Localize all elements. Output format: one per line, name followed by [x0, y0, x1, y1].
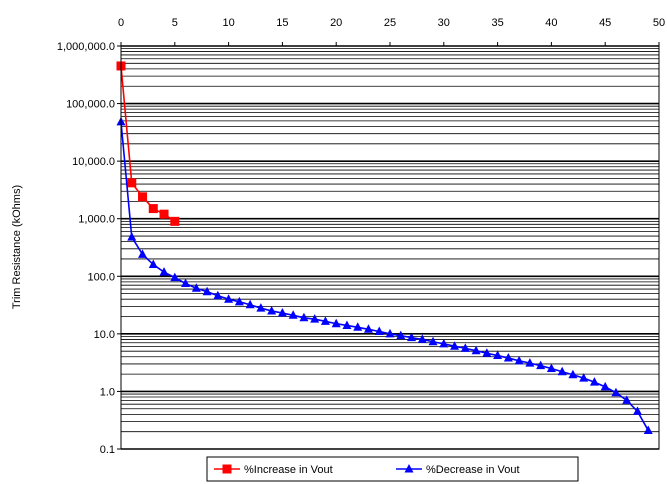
data-point	[643, 425, 653, 434]
y-tick-label: 1,000.0	[78, 214, 115, 226]
data-point	[611, 387, 621, 397]
data-point	[159, 209, 169, 219]
legend-marker	[222, 464, 232, 474]
data-point	[471, 345, 481, 355]
x-tick-label: 40	[545, 17, 557, 29]
data-point	[525, 358, 535, 367]
axes: 0 5 10 15 20 25 30 35 40 45 50 0.1 1.0 10.0 100.0 1,000…	[57, 17, 665, 456]
y-tick-label: 1.0	[100, 386, 115, 398]
legend: %Increase in Vout %Decrease in Vout	[206, 456, 579, 482]
data-point	[536, 360, 546, 370]
legend-marker	[404, 464, 414, 473]
data-point	[342, 320, 352, 329]
data-point	[277, 308, 287, 317]
data-point	[407, 332, 417, 342]
legend-box	[206, 456, 579, 482]
data-point	[589, 377, 599, 386]
data-point	[213, 290, 223, 300]
y-tick-label: 100,000.0	[66, 99, 115, 111]
data-point	[568, 369, 578, 379]
x-tick-label: 25	[384, 17, 396, 29]
data-point	[503, 353, 513, 362]
x-tick-label: 50	[653, 17, 665, 29]
data-point	[267, 305, 277, 315]
plot-area	[121, 46, 659, 449]
y-tick-label: 1,000,000.0	[57, 41, 115, 53]
data-point	[374, 326, 384, 335]
data-point	[482, 348, 492, 357]
y-tick-label: 10.0	[94, 329, 115, 341]
x-tick-label: 15	[276, 17, 288, 29]
data-point	[622, 395, 632, 404]
data-point	[256, 303, 266, 312]
data-point	[138, 249, 148, 258]
data-point	[234, 296, 244, 306]
data-point	[363, 324, 373, 333]
data-point	[245, 299, 255, 309]
x-tick-label: 30	[438, 17, 450, 29]
data-point	[159, 267, 169, 276]
data-point	[127, 178, 137, 188]
data-point	[148, 259, 158, 269]
data-point	[632, 406, 642, 415]
data-point	[439, 338, 449, 348]
y-axis-title: Trim Resistance (kOhms)	[11, 185, 23, 309]
y-tick-label: 100.0	[87, 271, 115, 283]
series-2	[116, 116, 653, 434]
x-tick-label: 0	[118, 17, 124, 29]
legend-label: %Decrease in Vout	[426, 464, 520, 476]
data-point	[331, 318, 341, 328]
legend-label: %Increase in Vout	[244, 464, 333, 476]
data-point	[546, 363, 556, 373]
data-point	[320, 316, 330, 325]
data-point	[557, 366, 567, 376]
data-point	[299, 312, 309, 322]
data-point	[138, 192, 148, 202]
data-point	[148, 204, 158, 214]
x-tick-label: 20	[330, 17, 342, 29]
y-tick-label: 10,000.0	[72, 156, 115, 168]
x-tick-label: 45	[599, 17, 611, 29]
data-point	[310, 314, 320, 323]
data-point	[600, 381, 610, 391]
data-point	[170, 216, 180, 226]
data-point	[181, 278, 191, 287]
data-point	[396, 330, 406, 340]
data-point	[417, 334, 427, 343]
data-point	[579, 373, 589, 382]
data-point	[288, 310, 298, 319]
data-point	[202, 286, 212, 296]
data-point	[224, 294, 234, 303]
data-point	[170, 272, 180, 282]
x-tick-label: 5	[172, 17, 178, 29]
data-point	[385, 328, 395, 338]
data-point	[191, 283, 201, 292]
data-point	[127, 232, 137, 241]
x-tick-label: 10	[222, 17, 234, 29]
data-point	[514, 355, 524, 365]
data-point	[428, 336, 438, 346]
data-point	[450, 341, 460, 350]
data-point	[353, 322, 363, 331]
x-tick-label: 35	[491, 17, 503, 29]
data-point	[493, 350, 503, 360]
y-tick-label: 0.1	[100, 444, 115, 456]
data-point	[460, 343, 470, 352]
